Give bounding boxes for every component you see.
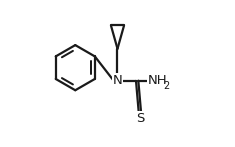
Text: N: N (113, 74, 122, 87)
Text: NH: NH (148, 74, 167, 87)
Text: 2: 2 (163, 81, 169, 91)
Text: S: S (136, 112, 144, 125)
